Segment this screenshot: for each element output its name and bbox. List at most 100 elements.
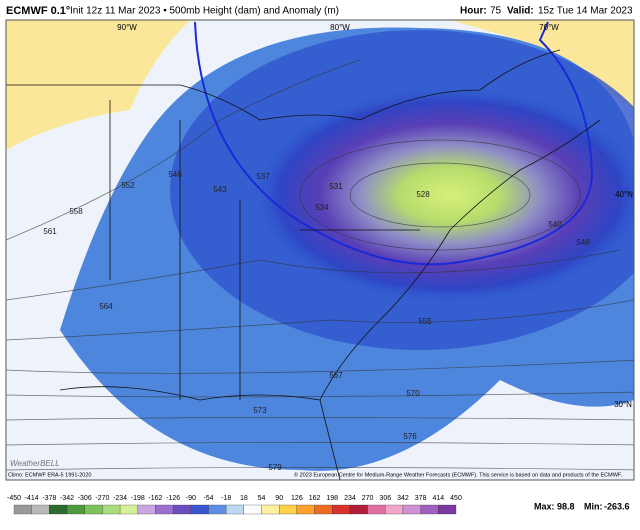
contour-label: 564: [99, 302, 113, 311]
title: ECMWF 0.1°: [6, 5, 70, 17]
colorbar-tick: 162: [309, 495, 321, 502]
colorbar-swatch: [243, 504, 262, 515]
colorbar-tick: 198: [326, 495, 338, 502]
colorbar-swatch: [385, 504, 404, 515]
contour-label: 555: [418, 317, 432, 326]
colorbar-swatch: [155, 504, 174, 515]
colorbar-tick: -18: [221, 495, 231, 502]
colorbar-swatch: [438, 504, 457, 515]
low-center: [250, 85, 634, 305]
climo-note: Climo: ECMWF ERA-5 1991-2020: [8, 472, 91, 478]
colorbar-tick: 270: [362, 495, 374, 502]
colorbar-tick: 18: [240, 495, 248, 502]
hour-label: Hour:: [460, 6, 487, 17]
contour-label: 543: [213, 185, 227, 194]
contour-540: [194, 21, 594, 266]
contour-label: 552: [121, 181, 135, 190]
border: [6, 49, 561, 121]
contour-label: 528: [416, 190, 430, 199]
contour-label: 579: [268, 463, 282, 472]
boundaries: [6, 49, 601, 480]
contour: [299, 139, 581, 251]
coast: [59, 386, 321, 401]
contour: [6, 249, 621, 301]
colorbar-tick: 450: [450, 495, 462, 502]
colorbar-tick: 306: [379, 495, 391, 502]
colorbar-swatch: [137, 504, 156, 515]
contour: [349, 162, 531, 228]
contour: [6, 417, 634, 421]
min-value: -263.6: [604, 501, 630, 511]
min-label: Min:: [584, 501, 603, 511]
max-label: Max:: [534, 501, 555, 511]
colorbar-tick: -162: [148, 495, 162, 502]
colorbar-tick: -90: [186, 495, 196, 502]
max-value: 98.8: [557, 501, 575, 511]
colorbar-tick: 342: [397, 495, 409, 502]
subtitle: Init 12z 11 Mar 2023 • 500mb Height (dam…: [70, 6, 339, 17]
border: [109, 100, 420, 400]
contour-label: 534: [315, 203, 329, 212]
contour-label: 567: [329, 371, 343, 380]
valid: 15z Tue 14 Mar 2023: [538, 6, 633, 17]
colorbar-tick: -270: [95, 495, 109, 502]
colorbar-swatch: [49, 504, 68, 515]
contour-label: 546: [576, 238, 590, 247]
longitude-label: 70°W: [539, 23, 559, 32]
contour-label: 570: [406, 389, 420, 398]
height-contours: [6, 59, 634, 471]
contour: [6, 391, 634, 398]
map-frame: [5, 19, 635, 481]
colorbar-tick: 54: [258, 495, 266, 502]
colorbar-swatch: [279, 504, 298, 515]
valid-label: Valid:: [507, 6, 534, 17]
contour-label: 573: [253, 406, 267, 415]
colorbar-tick: 90: [275, 495, 283, 502]
contour: [6, 467, 634, 471]
colorbar-swatch: [402, 504, 421, 515]
colorbar-swatch: [420, 504, 439, 515]
contour: [6, 442, 634, 446]
contour: [6, 299, 634, 341]
map: [6, 20, 634, 480]
colorbar-tick: 414: [432, 495, 444, 502]
colorbar-tick: -342: [60, 495, 74, 502]
colorbar-swatch: [119, 504, 138, 515]
colorbar-swatch: [314, 504, 333, 515]
colorbar-tick: 234: [344, 495, 356, 502]
colorbar-tick: -378: [42, 495, 56, 502]
contour-label: 537: [256, 172, 270, 181]
colorbar-swatch: [349, 504, 368, 515]
latitude-label: 30°N: [614, 400, 632, 409]
contour-label: 576: [403, 432, 417, 441]
colorbar-tick: -126: [166, 495, 180, 502]
colorbar-swatch: [66, 504, 85, 515]
latitude-label: 40°N: [615, 190, 633, 199]
contour: [6, 359, 634, 374]
colorbar-tick: -234: [113, 495, 127, 502]
colorbar-swatch: [226, 504, 244, 515]
colorbar-tick: 378: [415, 495, 427, 502]
colorbar-tick: -198: [131, 495, 145, 502]
high-anomaly: [450, 20, 634, 110]
colorbar-swatch: [13, 504, 32, 515]
colorbar-swatch: [190, 504, 209, 515]
colorbar-swatch: [367, 504, 386, 515]
colorbar-swatch: [332, 504, 351, 515]
colorbar-tick: -414: [25, 495, 39, 502]
contour-label: 558: [69, 207, 83, 216]
colorbar-tick: -306: [78, 495, 92, 502]
colorbar-swatch: [172, 504, 191, 515]
contour: [6, 59, 361, 241]
colorbar-swatch: [208, 504, 227, 515]
colorbar-swatch: [261, 504, 280, 515]
coast: [319, 119, 601, 480]
logo: WeatherBELL: [10, 459, 60, 468]
colorbar-swatch: [296, 504, 315, 515]
colorbar-tick: -54: [203, 495, 213, 502]
colorbar-swatch: [84, 504, 103, 515]
longitude-label: 90°W: [117, 23, 137, 32]
longitude-label: 80°W: [330, 23, 350, 32]
colorbar-swatch: [102, 504, 121, 515]
